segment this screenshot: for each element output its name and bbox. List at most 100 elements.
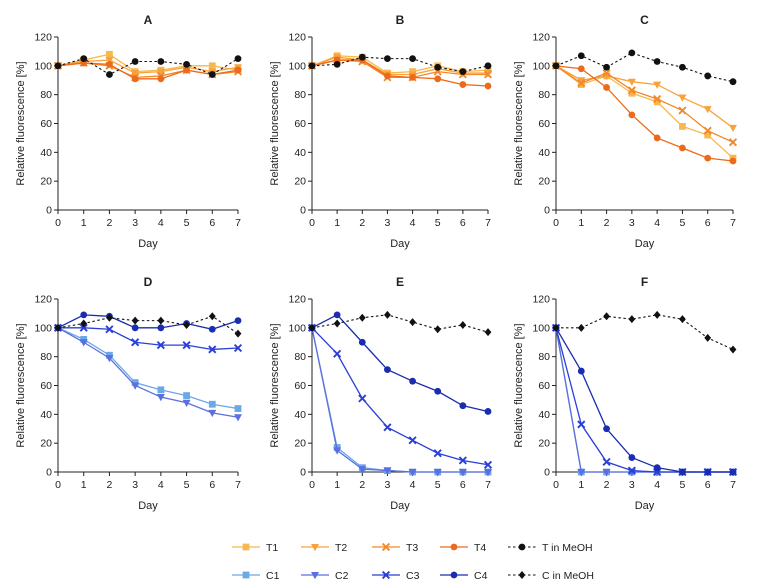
data-point	[383, 467, 392, 475]
data-point	[484, 62, 492, 70]
x-tick-label: 3	[132, 217, 138, 229]
data-point	[704, 468, 712, 476]
data-point	[358, 394, 367, 403]
y-tick-label: 0	[544, 467, 550, 479]
data-point	[729, 468, 737, 476]
x-tick-label: 6	[460, 479, 466, 491]
x-tick-label: 4	[654, 217, 660, 229]
y-axis-label: Relative fluorescence [%]	[513, 323, 525, 447]
x-axis-label: Day	[138, 500, 158, 512]
data-point	[602, 68, 611, 78]
x-tick-label: 5	[184, 217, 190, 229]
x-axis-label: Day	[390, 500, 410, 512]
legend-swatch-marker	[381, 570, 391, 580]
data-point	[384, 310, 391, 319]
x-tick-label: 0	[309, 479, 315, 491]
data-point	[308, 323, 316, 332]
data-point	[729, 157, 737, 165]
data-point	[234, 405, 242, 412]
x-tick-label: 6	[460, 217, 466, 229]
series-line	[311, 327, 489, 466]
legend-swatch-marker	[311, 544, 319, 552]
data-point	[54, 62, 62, 70]
legend-item-c3: C3	[372, 570, 420, 582]
data-point	[358, 313, 366, 322]
x-tick-label: 1	[334, 217, 340, 229]
data-point	[459, 402, 467, 410]
legend-item-cm: C in MeOH	[508, 570, 594, 582]
legend-item-t1: T1	[232, 542, 278, 554]
data-point	[131, 316, 139, 325]
y-axis-label: Relative fluorescence [%]	[15, 61, 27, 185]
data-point	[183, 320, 190, 329]
data-point	[358, 466, 367, 474]
panel-title: B	[396, 13, 405, 27]
legend: T1 T2 T3 T4 T in MeOH C1 C2 C3 C4 C in MeOH	[232, 542, 594, 582]
series-c1	[54, 324, 242, 412]
y-axis-label: Relative fluorescence [%]	[269, 323, 281, 447]
series-c1	[552, 324, 737, 476]
x-tick-label: 1	[81, 479, 87, 491]
data-point	[156, 394, 165, 402]
legend-swatch-marker	[450, 571, 458, 579]
data-point	[234, 329, 242, 338]
x-tick-label: 6	[705, 217, 711, 229]
data-point	[79, 323, 88, 332]
y-tick-label: 120	[532, 294, 550, 306]
data-point	[653, 310, 661, 319]
data-point	[653, 98, 661, 106]
series-t-in-meoh	[552, 49, 737, 86]
x-tick-label: 6	[209, 217, 215, 229]
x-tick-label: 4	[654, 479, 660, 491]
data-point	[157, 58, 165, 65]
x-axis-label: Day	[138, 238, 158, 250]
panel-a: 0 20 40 60 80 100 120 0 1 2 3 4 5 6 7 A Day Relative fluo…	[15, 13, 243, 250]
data-point	[703, 106, 712, 114]
x-tick-label: 6	[209, 479, 215, 491]
series-line	[57, 314, 239, 330]
legend-swatch-marker	[242, 571, 250, 579]
data-point	[653, 134, 661, 142]
data-point	[383, 423, 392, 432]
x-axis-label: Day	[390, 238, 410, 250]
y-tick-label: 20	[538, 438, 550, 450]
legend-item-t3: T3	[372, 542, 418, 554]
legend-label: C3	[406, 570, 420, 582]
y-tick-label: 20	[294, 176, 306, 188]
series-line	[555, 327, 733, 473]
data-point	[704, 154, 712, 162]
data-point	[131, 338, 140, 347]
panel-title: E	[396, 275, 404, 289]
data-point	[433, 449, 442, 458]
y-tick-label: 0	[300, 467, 306, 479]
data-point	[182, 341, 191, 350]
data-point	[458, 456, 467, 465]
series-line	[555, 65, 734, 162]
data-point	[704, 131, 712, 139]
y-tick-label: 120	[34, 294, 52, 306]
legend-label: T3	[406, 542, 418, 554]
data-point	[628, 89, 636, 97]
series-c-in-meoh	[308, 310, 492, 337]
panel-title: D	[144, 275, 153, 289]
series-line	[555, 52, 734, 83]
data-point	[156, 68, 165, 76]
panel-e: 0 20 40 60 80 100 120 0 1 2 3 4 5 6 7 E Day Relative fluo…	[269, 275, 493, 512]
legend-label: C1	[266, 570, 280, 582]
y-tick-label: 80	[538, 89, 550, 101]
panel-title: C	[640, 13, 649, 27]
series-line	[311, 59, 489, 87]
data-point	[577, 367, 585, 375]
data-point	[577, 323, 585, 332]
data-point	[603, 84, 610, 91]
y-tick-label: 80	[40, 89, 52, 101]
data-point	[577, 77, 586, 85]
data-point	[208, 62, 216, 70]
data-point	[409, 318, 416, 327]
data-point	[704, 333, 712, 342]
x-tick-label: 7	[485, 217, 491, 229]
legend-label: T1	[266, 542, 278, 554]
data-point	[54, 323, 62, 332]
data-point	[208, 345, 217, 354]
data-point	[459, 68, 467, 75]
